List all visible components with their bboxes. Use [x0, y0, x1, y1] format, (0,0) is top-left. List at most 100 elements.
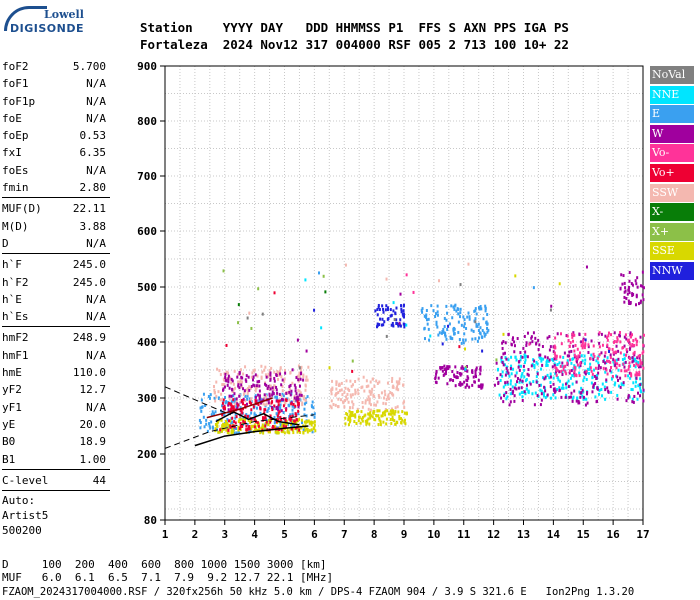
legend-item: SSW	[650, 183, 694, 202]
echo-point	[562, 368, 565, 372]
echo-point	[267, 407, 270, 411]
ionogram-plot: 1 2 3 4 5 6 7 8 9 10 11 12 13 14 15 16 17802003004005006…	[137, 60, 650, 541]
echo-point	[514, 274, 517, 278]
echo-point	[260, 426, 263, 430]
echo-point	[301, 403, 304, 407]
echo-point	[536, 394, 539, 398]
echo-point	[261, 426, 264, 430]
echo-point	[552, 359, 555, 363]
echo-point	[303, 420, 306, 424]
echo-point	[634, 373, 637, 377]
echo-point	[521, 379, 524, 383]
echo-point	[202, 392, 205, 396]
echo-point	[524, 350, 527, 354]
echo-point	[524, 379, 527, 383]
divider	[2, 197, 110, 199]
echo-point	[626, 292, 629, 296]
echo-point	[312, 427, 315, 431]
echo-point	[299, 372, 302, 376]
echo-point	[463, 332, 466, 336]
echo-point	[391, 415, 394, 419]
echo-point	[437, 376, 440, 380]
echo-point	[290, 417, 293, 421]
echo-point	[477, 322, 480, 326]
echo-point	[377, 423, 380, 427]
echo-point	[313, 308, 316, 312]
echo-point	[568, 395, 571, 399]
echo-point	[402, 383, 405, 387]
echo-point	[234, 413, 237, 417]
echo-point	[285, 391, 288, 395]
echo-point	[559, 364, 562, 368]
echo-point	[541, 376, 544, 380]
echo-point	[382, 307, 385, 311]
echo-point	[340, 381, 343, 385]
echo-point	[200, 398, 203, 402]
echo-point	[338, 389, 341, 393]
echo-point	[368, 422, 371, 426]
echo-point	[578, 374, 581, 378]
echo-point	[285, 420, 288, 424]
echo-point	[630, 374, 633, 378]
echo-point	[217, 396, 220, 400]
y-tick-label: 800	[137, 115, 157, 128]
echo-point	[265, 420, 268, 424]
echo-point	[224, 407, 227, 411]
echo-point	[558, 361, 561, 365]
echo-point	[531, 392, 534, 396]
echo-point	[371, 387, 374, 391]
echo-point	[568, 354, 571, 358]
echo-point	[458, 371, 461, 375]
echo-point	[298, 428, 301, 432]
echo-point	[454, 365, 457, 369]
echo-point	[607, 331, 610, 335]
echo-point	[348, 409, 351, 413]
echo-point	[231, 387, 234, 391]
param-row: foE N/A	[2, 110, 110, 127]
echo-point	[374, 309, 377, 313]
echo-point	[635, 380, 638, 384]
echo-point	[524, 354, 527, 358]
echo-point	[347, 415, 350, 419]
echo-point	[288, 390, 291, 394]
param-value: 18.9	[79, 435, 107, 449]
echo-point	[592, 356, 595, 360]
echo-point	[276, 414, 279, 418]
echo-point	[264, 365, 267, 369]
param-row: foF1 N/A	[2, 75, 110, 92]
param-value: N/A	[86, 111, 106, 125]
param-name: foF1p	[2, 94, 36, 108]
echo-point	[297, 397, 300, 401]
echo-point	[245, 424, 248, 428]
echo-point	[248, 427, 251, 431]
echo-point	[305, 420, 308, 424]
echo-point	[283, 368, 286, 372]
echo-point	[581, 388, 584, 392]
echo-point	[458, 338, 461, 342]
echo-point	[376, 381, 379, 385]
echo-point	[225, 379, 228, 383]
echo-point	[580, 344, 583, 348]
echo-point	[483, 334, 486, 338]
echo-point	[573, 389, 576, 393]
echo-point	[517, 386, 520, 390]
echo-point	[402, 312, 405, 316]
echo-point	[537, 338, 540, 342]
echo-point	[629, 357, 632, 361]
echo-point	[584, 343, 587, 347]
echo-point	[289, 418, 292, 422]
x-tick-label: 15	[577, 528, 590, 541]
echo-point	[642, 388, 645, 392]
echo-point	[400, 417, 403, 421]
param-name: B1	[2, 452, 16, 466]
echo-point	[515, 358, 518, 362]
echo-point	[357, 409, 360, 413]
echo-point	[600, 332, 603, 336]
echo-point	[199, 406, 202, 410]
echo-point	[247, 425, 250, 429]
echo-point	[273, 370, 276, 374]
echo-point	[273, 379, 276, 383]
echo-point	[539, 403, 542, 407]
echo-point	[297, 403, 300, 407]
echo-point	[575, 355, 578, 359]
